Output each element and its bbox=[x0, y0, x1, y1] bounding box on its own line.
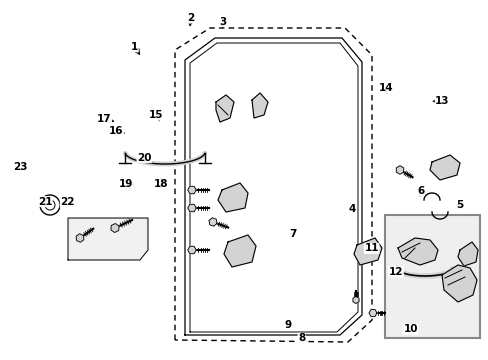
Polygon shape bbox=[224, 235, 256, 267]
Text: 13: 13 bbox=[434, 96, 449, 106]
Text: 4: 4 bbox=[347, 204, 355, 214]
Polygon shape bbox=[457, 242, 477, 266]
Polygon shape bbox=[368, 310, 376, 316]
Polygon shape bbox=[429, 155, 459, 180]
Text: 18: 18 bbox=[154, 179, 168, 189]
Text: 9: 9 bbox=[285, 320, 291, 330]
Polygon shape bbox=[218, 183, 247, 212]
Polygon shape bbox=[208, 218, 217, 226]
Polygon shape bbox=[397, 238, 437, 265]
Bar bbox=[384, 215, 479, 338]
Text: 12: 12 bbox=[388, 267, 403, 277]
Text: 15: 15 bbox=[149, 110, 163, 120]
Polygon shape bbox=[352, 297, 358, 303]
Text: 23: 23 bbox=[13, 162, 28, 172]
Polygon shape bbox=[68, 218, 148, 260]
Text: 19: 19 bbox=[119, 179, 133, 189]
Text: 22: 22 bbox=[60, 197, 75, 207]
Text: 7: 7 bbox=[289, 229, 297, 239]
Polygon shape bbox=[251, 93, 267, 118]
Polygon shape bbox=[395, 166, 403, 174]
Text: 14: 14 bbox=[378, 83, 393, 93]
Text: 8: 8 bbox=[298, 333, 305, 343]
Polygon shape bbox=[187, 186, 196, 194]
Text: 21: 21 bbox=[38, 197, 52, 207]
Polygon shape bbox=[187, 246, 196, 254]
Text: 3: 3 bbox=[219, 17, 225, 27]
Text: 10: 10 bbox=[403, 324, 417, 334]
Text: 16: 16 bbox=[109, 126, 123, 136]
Polygon shape bbox=[353, 238, 381, 265]
Polygon shape bbox=[441, 265, 476, 302]
Text: 1: 1 bbox=[131, 42, 138, 52]
Text: 5: 5 bbox=[455, 200, 462, 210]
Polygon shape bbox=[111, 224, 119, 233]
Polygon shape bbox=[76, 234, 83, 242]
Text: 20: 20 bbox=[137, 153, 151, 163]
Polygon shape bbox=[216, 95, 234, 122]
Text: 11: 11 bbox=[364, 243, 378, 253]
Polygon shape bbox=[187, 204, 196, 212]
Text: 6: 6 bbox=[416, 186, 423, 196]
Text: 2: 2 bbox=[187, 13, 194, 23]
Text: 17: 17 bbox=[97, 114, 111, 124]
